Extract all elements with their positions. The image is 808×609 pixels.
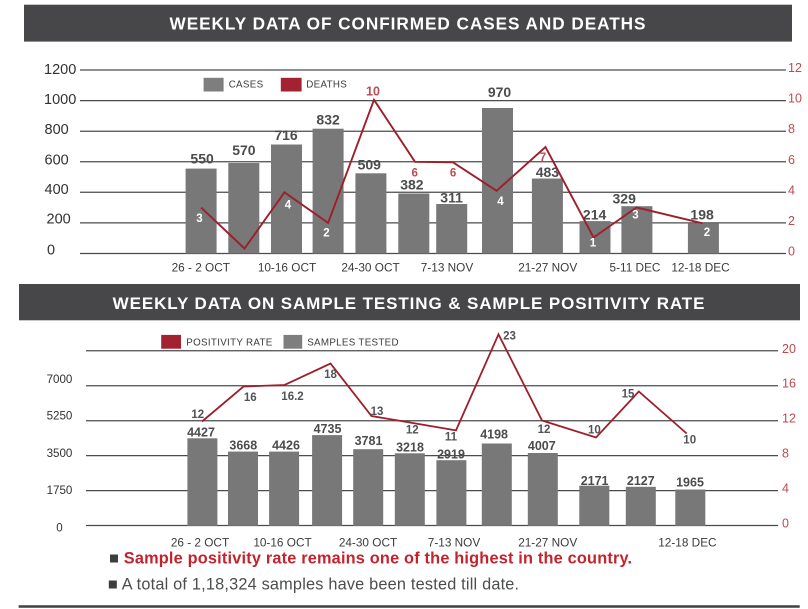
svg-text:5-11 DEC: 5-11 DEC xyxy=(610,261,661,275)
svg-text:2127: 2127 xyxy=(627,474,655,488)
svg-text:7000: 7000 xyxy=(47,373,73,386)
svg-text:10: 10 xyxy=(366,85,380,99)
svg-text:24-30 OCT: 24-30 OCT xyxy=(339,536,397,550)
svg-text:WEEKLY DATA OF CONFIRMED CASES: WEEKLY DATA OF CONFIRMED CASES AND DEATH… xyxy=(170,13,647,33)
svg-text:716: 716 xyxy=(274,127,298,143)
svg-text:4007: 4007 xyxy=(528,439,556,453)
svg-text:CASES: CASES xyxy=(229,79,264,90)
svg-text:26 - 2 OCT: 26 - 2 OCT xyxy=(172,261,230,275)
svg-text:8: 8 xyxy=(782,447,789,461)
svg-text:16.2: 16.2 xyxy=(281,391,303,403)
svg-text:2919: 2919 xyxy=(437,448,465,462)
svg-text:800: 800 xyxy=(45,122,69,138)
svg-text:12-18 DEC: 12-18 DEC xyxy=(671,261,730,275)
svg-text:11: 11 xyxy=(445,431,458,443)
svg-text:1: 1 xyxy=(590,238,597,250)
svg-text:7: 7 xyxy=(540,152,546,164)
svg-text:3500: 3500 xyxy=(47,447,73,460)
svg-text:200: 200 xyxy=(47,211,71,227)
svg-text:10: 10 xyxy=(683,434,696,446)
svg-text:12: 12 xyxy=(788,61,802,75)
svg-text:10: 10 xyxy=(788,92,802,106)
svg-text:DEATHS: DEATHS xyxy=(306,79,347,90)
svg-text:2171: 2171 xyxy=(581,474,609,488)
svg-text:10-16 OCT: 10-16 OCT xyxy=(253,536,311,550)
svg-text:16: 16 xyxy=(782,377,796,391)
svg-text:6: 6 xyxy=(450,168,456,180)
svg-text:550: 550 xyxy=(190,150,214,166)
svg-text:10: 10 xyxy=(588,425,601,437)
svg-text:1000: 1000 xyxy=(44,92,76,108)
svg-text:26 - 2 OCT: 26 - 2 OCT xyxy=(171,536,229,550)
svg-text:382: 382 xyxy=(400,177,424,193)
svg-text:509: 509 xyxy=(358,157,382,173)
svg-text:4: 4 xyxy=(782,482,789,496)
svg-text:18: 18 xyxy=(324,369,337,381)
svg-text:23: 23 xyxy=(503,331,516,343)
svg-text:1200: 1200 xyxy=(44,62,76,78)
svg-text:2: 2 xyxy=(788,214,795,228)
svg-text:16: 16 xyxy=(244,392,257,404)
svg-text:2: 2 xyxy=(704,227,710,239)
svg-text:15: 15 xyxy=(622,388,635,400)
svg-text:329: 329 xyxy=(613,191,637,207)
svg-text:311: 311 xyxy=(440,189,463,205)
svg-text:12: 12 xyxy=(538,424,551,436)
svg-text:0: 0 xyxy=(56,521,62,534)
svg-text:Sample positivity rate remains: Sample positivity rate remains one of th… xyxy=(124,550,632,568)
svg-text:1965: 1965 xyxy=(676,476,704,490)
svg-text:20: 20 xyxy=(782,342,796,356)
svg-text:4427: 4427 xyxy=(187,425,215,439)
svg-text:13: 13 xyxy=(371,406,384,418)
svg-text:10-16 OCT: 10-16 OCT xyxy=(258,261,316,275)
svg-text:3781: 3781 xyxy=(355,434,383,448)
svg-text:600: 600 xyxy=(45,152,69,168)
svg-text:3: 3 xyxy=(196,213,202,225)
svg-text:WEEKLY DATA ON SAMPLE TESTING: WEEKLY DATA ON SAMPLE TESTING & SAMPLE P… xyxy=(113,294,706,313)
svg-text:4: 4 xyxy=(788,183,795,197)
svg-text:4198: 4198 xyxy=(480,428,508,442)
svg-text:SAMPLES TESTED: SAMPLES TESTED xyxy=(307,338,399,349)
svg-text:832: 832 xyxy=(316,112,340,128)
svg-text:12: 12 xyxy=(406,425,419,437)
svg-text:400: 400 xyxy=(45,182,69,198)
svg-text:12: 12 xyxy=(782,412,796,426)
svg-text:6: 6 xyxy=(788,153,795,167)
svg-text:3668: 3668 xyxy=(229,439,257,453)
svg-text:970: 970 xyxy=(488,84,512,100)
svg-text:0: 0 xyxy=(782,517,789,531)
svg-text:3: 3 xyxy=(632,210,638,222)
svg-text:12: 12 xyxy=(191,409,204,421)
svg-text:4426: 4426 xyxy=(272,439,300,453)
svg-text:0: 0 xyxy=(47,242,55,258)
svg-text:570: 570 xyxy=(232,142,256,158)
svg-text:4735: 4735 xyxy=(314,422,342,436)
svg-text:7-13 NOV: 7-13 NOV xyxy=(428,536,481,550)
svg-text:6: 6 xyxy=(411,168,417,180)
svg-text:4: 4 xyxy=(497,196,504,208)
svg-text:A total of 1,18,324 samples ha: A total of 1,18,324 samples have been te… xyxy=(122,576,520,594)
svg-text:3218: 3218 xyxy=(396,440,424,454)
svg-text:12-18 DEC: 12-18 DEC xyxy=(658,536,717,550)
svg-text:214: 214 xyxy=(583,207,607,223)
svg-text:483: 483 xyxy=(536,164,560,180)
svg-text:2: 2 xyxy=(323,228,329,240)
svg-text:21-27 NOV: 21-27 NOV xyxy=(518,536,577,550)
svg-text:21-27 NOV: 21-27 NOV xyxy=(518,261,577,275)
svg-text:8: 8 xyxy=(788,122,795,136)
svg-text:24-30 OCT: 24-30 OCT xyxy=(341,261,399,275)
svg-text:POSITIVITY RATE: POSITIVITY RATE xyxy=(186,338,273,349)
svg-text:0: 0 xyxy=(788,245,795,259)
svg-text:198: 198 xyxy=(690,207,714,223)
svg-text:5250: 5250 xyxy=(47,409,73,422)
svg-text:1750: 1750 xyxy=(47,484,73,497)
svg-text:7-13 NOV: 7-13 NOV xyxy=(421,261,474,275)
svg-text:4: 4 xyxy=(285,200,292,212)
